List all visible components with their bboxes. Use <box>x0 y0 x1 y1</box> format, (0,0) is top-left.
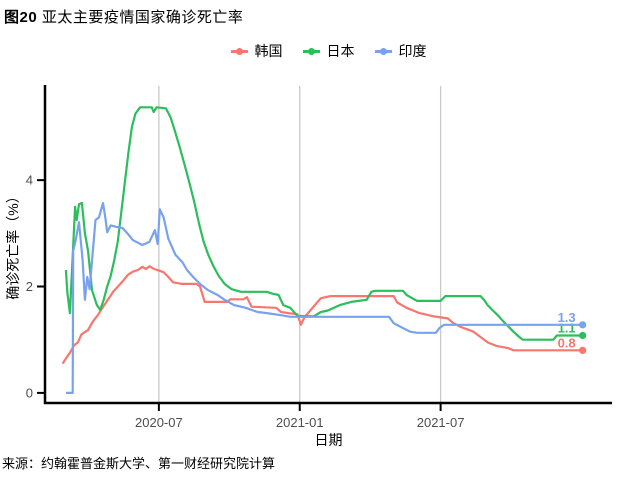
y-tick-label: 2 <box>26 279 33 294</box>
x-tick-label: 2021-01 <box>276 415 324 430</box>
legend-marker-india-icon <box>374 47 392 56</box>
series-end-dot-japan <box>579 331 587 340</box>
figure-number: 图20 <box>4 9 38 26</box>
legend-item-japan: 日本 <box>302 41 355 61</box>
legend-item-korea: 韩国 <box>230 41 283 61</box>
legend-label-india: 印度 <box>398 43 427 59</box>
legend-label-japan: 日本 <box>326 43 355 59</box>
chart-title: 图20 亚太主要疫情国家确诊死亡率 <box>4 6 243 27</box>
y-tick-label: 4 <box>26 173 33 188</box>
legend-point-swatch <box>379 47 387 55</box>
source-note: 来源：约翰霍普金斯大学、第一财经研究院计算 <box>2 456 276 471</box>
legend-point-swatch <box>235 47 243 55</box>
series-line-korea <box>61 265 583 365</box>
legend-marker-korea-icon <box>230 47 248 56</box>
series-line-india <box>66 201 583 394</box>
series-end-label-korea: 0.8 <box>558 335 576 350</box>
x-tick-label: 2020-07 <box>135 415 183 430</box>
legend-label-korea: 韩国 <box>254 43 283 59</box>
legend: 韩国 日本 印度 <box>45 40 612 62</box>
x-tick-label: 2021-07 <box>417 415 465 430</box>
y-axis-title: 确诊死亡率（%） <box>5 189 21 299</box>
legend-point-swatch <box>307 47 315 55</box>
series-end-dot-india <box>579 321 587 329</box>
legend-marker-japan-icon <box>302 47 320 56</box>
series-end-dot-korea <box>579 346 587 354</box>
legend-item-india: 印度 <box>374 41 427 61</box>
chart-title-text: 亚太主要疫情国家确诊死亡率 <box>41 9 244 26</box>
series-line-japan <box>64 106 583 341</box>
y-tick-label: 0 <box>26 385 33 400</box>
x-axis-title: 日期 <box>315 432 343 448</box>
series-end-label-india: 1.3 <box>558 310 576 325</box>
